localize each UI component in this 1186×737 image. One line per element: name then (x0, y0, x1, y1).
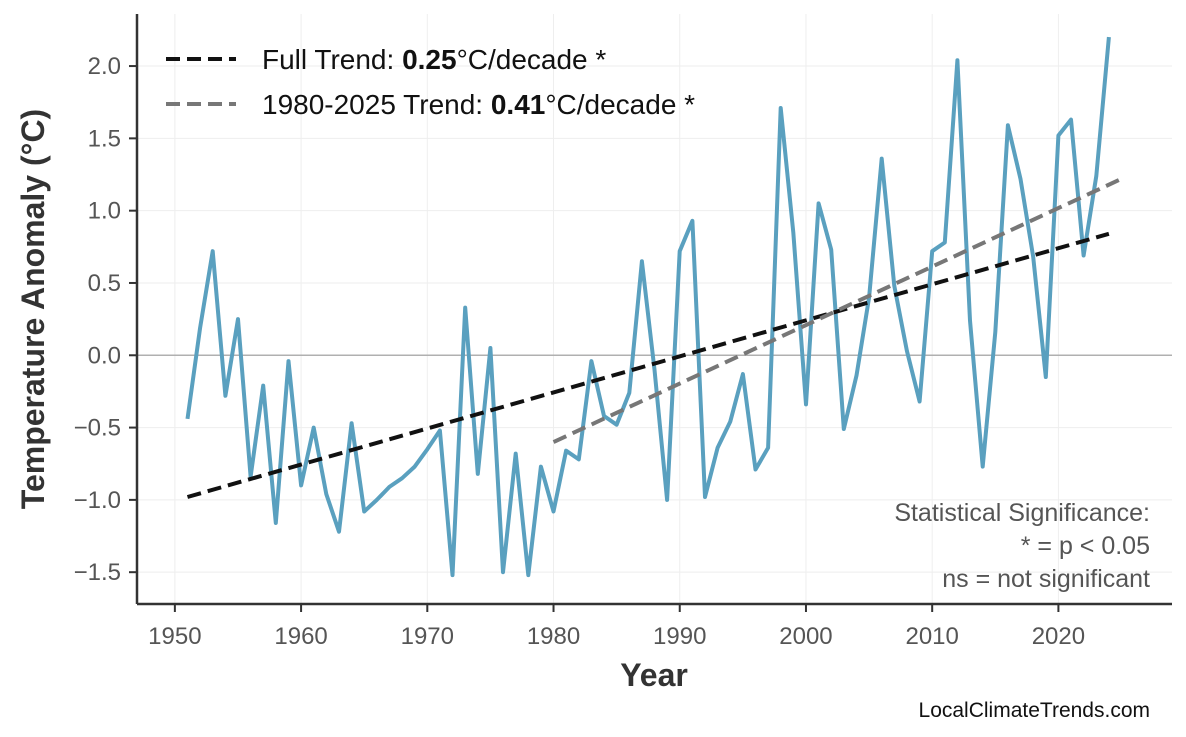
x-tick-label-1950: 1950 (148, 623, 201, 650)
temperature-anomaly-line (185, 36, 1111, 578)
y-tick-label-7: 2.0 (88, 53, 121, 80)
y-tick-label-4: 0.5 (88, 270, 121, 297)
significance-note-p-value: * = p < 0.05 (1021, 532, 1150, 560)
x-tick-label-1980: 1980 (527, 623, 580, 650)
full-trend-line (186, 231, 1110, 499)
legend-label-recent-trend-prefix: 1980-2025 Trend: (262, 89, 491, 120)
x-tick-label-2010: 2010 (905, 623, 958, 650)
x-axis-title: Year (620, 657, 688, 693)
x-tick-label-2000: 2000 (779, 623, 832, 650)
y-tick-label-2: −0.5 (74, 415, 121, 442)
legend-label-recent-trend-suffix: °C/decade * (545, 89, 695, 120)
y-axis-title: Temperature Anomaly (°C) (15, 109, 51, 509)
source-credit: LocalClimateTrends.com (919, 699, 1150, 722)
y-tick-label-6: 1.5 (88, 125, 121, 152)
significance-note-title: Statistical Significance: (894, 499, 1150, 527)
y-tick-label-1: −1.0 (74, 487, 121, 514)
y-ticks: −1.5 −1.0 −0.5 0.0 0.5 1.0 1.5 2.0 (74, 53, 137, 586)
x-tick-label-2020: 2020 (1032, 623, 1085, 650)
legend-label-full-trend-suffix: °C/decade * (457, 44, 607, 75)
x-tick-label-1970: 1970 (401, 623, 454, 650)
y-tick-label-5: 1.0 (88, 198, 121, 225)
legend-label-recent-trend-value: 0.41 (491, 89, 546, 120)
axes (135, 14, 1172, 606)
significance-note-ns: ns = not significant (942, 565, 1150, 593)
x-tick-label-1960: 1960 (274, 623, 327, 650)
y-tick-label-0: −1.5 (74, 559, 121, 586)
legend-label-full-trend-prefix: Full Trend: (262, 44, 402, 75)
legend-label-recent-trend: 1980-2025 Trend: 0.41°C/decade * (262, 89, 695, 120)
legend-label-full-trend-value: 0.25 (402, 44, 457, 75)
x-tick-label-1990: 1990 (653, 623, 706, 650)
y-tick-label-3: 0.0 (88, 342, 121, 369)
legend-label-full-trend: Full Trend: 0.25°C/decade * (262, 44, 606, 75)
legend: Full Trend: 0.25°C/decade * 1980-2025 Tr… (166, 44, 695, 120)
significance-note: Statistical Significance: * = p < 0.05 n… (894, 499, 1150, 593)
x-ticks: 1950 1960 1970 1980 1990 2000 2010 2020 (148, 604, 1085, 650)
